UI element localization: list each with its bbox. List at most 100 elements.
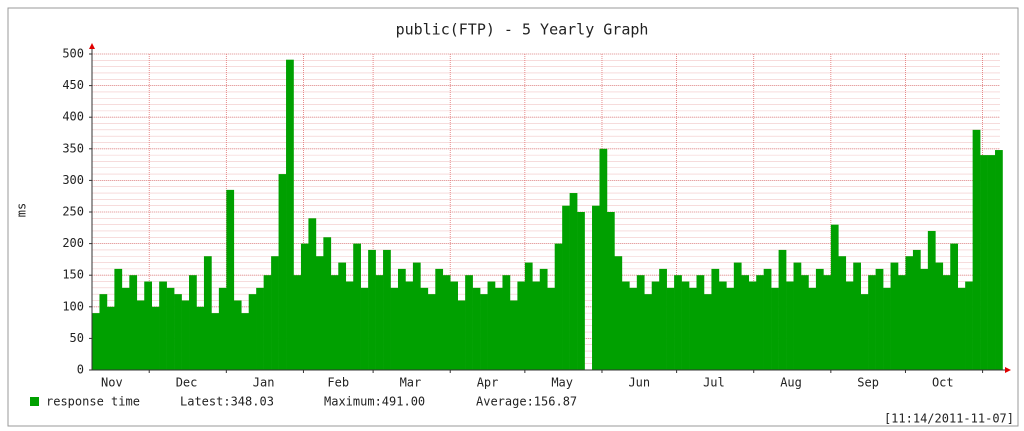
bar	[569, 193, 578, 370]
bar	[711, 268, 720, 370]
bar	[898, 275, 906, 370]
bar	[636, 275, 645, 370]
bar	[756, 275, 764, 370]
bar	[427, 294, 436, 370]
bar	[345, 281, 354, 370]
bar	[256, 287, 264, 370]
y-tick-label: 450	[62, 78, 84, 92]
bar	[651, 281, 660, 370]
x-tick-label: Oct	[932, 376, 954, 390]
bar	[927, 230, 936, 370]
timestamp: [11:14/2011-11-07]	[884, 412, 1014, 426]
bar	[390, 287, 399, 370]
bar	[815, 268, 824, 370]
x-tick-label: Aug	[780, 376, 802, 390]
bar	[726, 287, 735, 370]
bar	[397, 268, 406, 370]
bar	[509, 300, 518, 370]
bar	[495, 287, 503, 370]
bar	[517, 281, 526, 370]
bar	[293, 275, 302, 370]
bar	[599, 148, 608, 370]
x-tick-label: Mar	[400, 376, 422, 390]
bar	[666, 287, 675, 370]
stat-maximum: Maximum:491.00	[324, 395, 425, 409]
bar	[786, 281, 794, 370]
bar	[539, 268, 548, 370]
bar	[718, 281, 727, 370]
y-tick-label: 400	[62, 110, 84, 124]
bar	[681, 281, 690, 370]
bar	[457, 300, 466, 370]
bar	[980, 155, 988, 370]
bar	[763, 268, 772, 370]
x-axis-arrow	[1005, 367, 1011, 373]
bar	[957, 287, 966, 370]
bar	[644, 294, 653, 370]
y-axis-label: ms	[15, 203, 29, 217]
bar	[435, 268, 444, 370]
x-tick-label: Nov	[101, 376, 123, 390]
bar	[987, 155, 996, 370]
bar	[696, 275, 705, 370]
bar	[875, 268, 884, 370]
bar	[868, 275, 876, 370]
bar	[853, 262, 861, 370]
bar	[674, 275, 682, 370]
bar	[106, 306, 115, 370]
bar	[532, 281, 541, 370]
bar	[972, 129, 981, 370]
y-tick-label: 300	[62, 173, 84, 187]
bar	[450, 281, 458, 370]
bar	[577, 212, 585, 370]
bar	[315, 256, 324, 370]
bar	[114, 268, 123, 370]
bar	[502, 275, 511, 370]
stat-latest: Latest:348.03	[180, 395, 274, 409]
chart-title: public(FTP) - 5 Yearly Graph	[396, 21, 649, 39]
y-tick-label: 250	[62, 205, 84, 219]
bar	[614, 256, 623, 370]
bar	[592, 205, 600, 370]
bar	[554, 243, 563, 370]
bar	[912, 249, 921, 370]
bar	[375, 275, 384, 370]
bar	[271, 256, 279, 370]
bar	[189, 275, 197, 370]
bar	[159, 281, 167, 370]
bar	[629, 287, 638, 370]
bar	[830, 224, 839, 370]
bar	[748, 281, 757, 370]
bar	[442, 275, 451, 370]
bar	[196, 306, 205, 370]
bar	[383, 249, 391, 370]
bar	[323, 237, 332, 370]
bar	[144, 281, 153, 370]
legend-swatch	[30, 397, 39, 406]
bar	[412, 262, 421, 370]
bar	[129, 275, 138, 370]
y-axis-arrow	[89, 43, 95, 49]
bar	[248, 294, 257, 370]
bar	[226, 189, 235, 370]
bar	[621, 281, 630, 370]
bar	[241, 313, 250, 370]
y-tick-label: 200	[62, 236, 84, 250]
bar	[360, 287, 369, 370]
bar	[487, 281, 496, 370]
bar	[278, 174, 287, 370]
bar	[211, 313, 220, 370]
bar	[778, 249, 787, 370]
bar	[703, 294, 712, 370]
bar	[771, 287, 779, 370]
x-tick-label: Dec	[176, 376, 198, 390]
bar	[920, 268, 929, 370]
y-tick-label: 150	[62, 268, 84, 282]
bar	[218, 287, 227, 370]
bar	[338, 262, 347, 370]
bar	[547, 287, 556, 370]
bar	[99, 294, 108, 370]
bar	[263, 275, 272, 370]
bar	[838, 256, 847, 370]
bar	[800, 275, 809, 370]
